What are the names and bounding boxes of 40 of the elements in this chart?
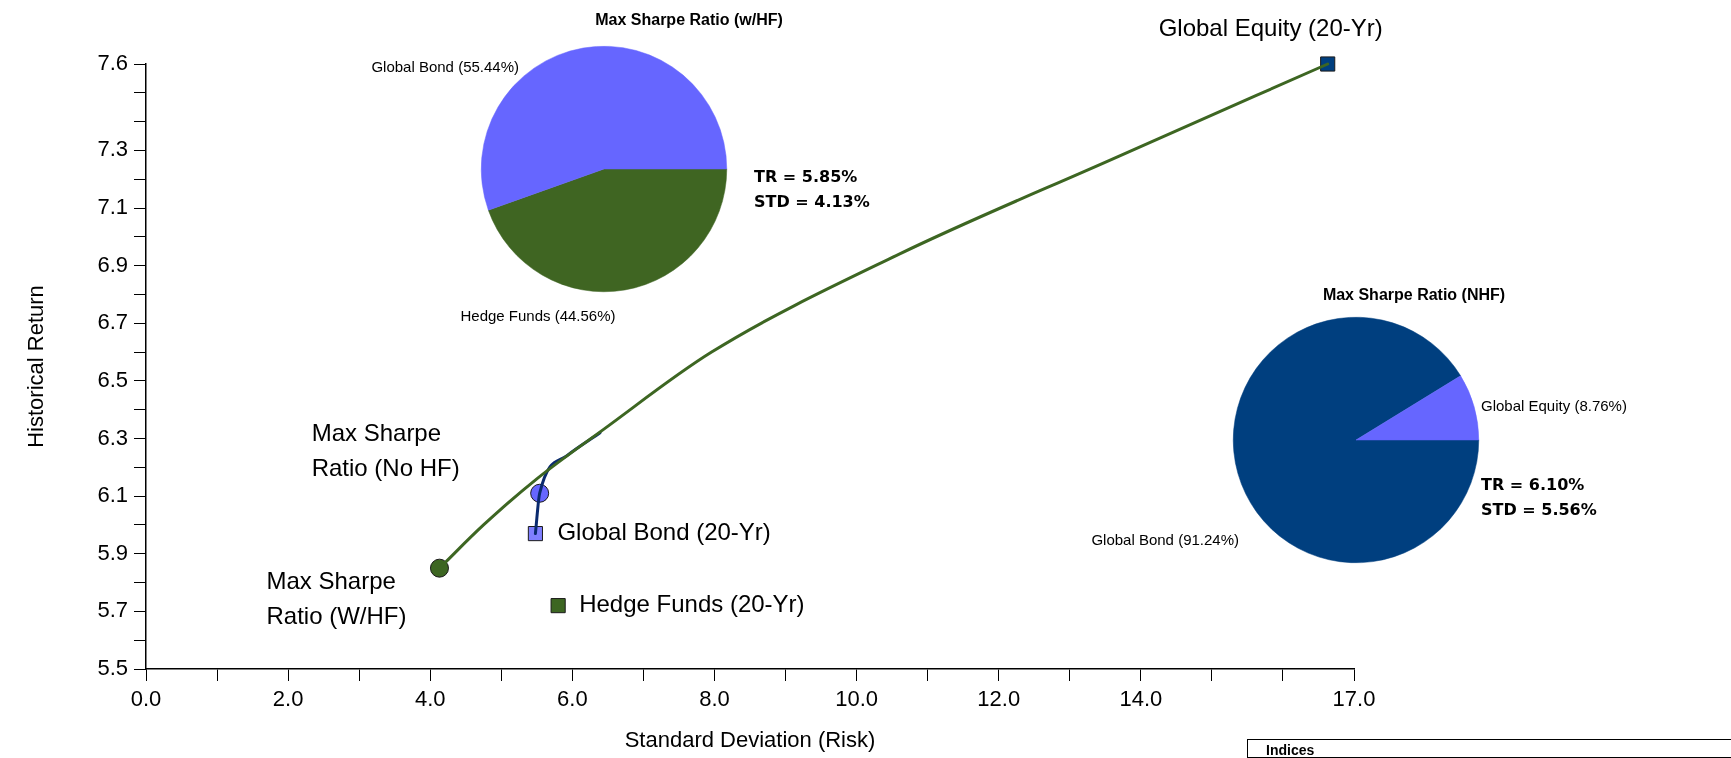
point <box>429 558 449 578</box>
annotation: TR = 5.85% <box>754 167 858 187</box>
y-tick-label: 6.9 <box>97 251 128 277</box>
series-label: Global Bond (20-Yr) <box>557 518 771 546</box>
slice-label: Hedge Funds (44.56%) <box>460 307 616 325</box>
y-tick-label: 6.1 <box>97 482 128 508</box>
x-tick-label: 8.0 <box>699 686 730 712</box>
y-axis-title: Historical Return <box>23 285 49 448</box>
slice-label: Global Bond (55.44%) <box>371 58 519 76</box>
series-label: Hedge Funds (20-Yr) <box>579 590 805 618</box>
x-tick-label: 17.0 <box>1332 686 1376 712</box>
text: STD = 5.56% <box>1481 500 1597 520</box>
y-tick-label: 6.7 <box>97 309 128 335</box>
y-tick-label: 5.5 <box>97 655 128 681</box>
chart-title: Max Sharpe Ratio (NHF) <box>1322 286 1506 304</box>
y-tick-label: 7.3 <box>97 136 128 162</box>
text: TR = 6.10% <box>1481 475 1585 495</box>
x-tick-label: 0.0 <box>130 686 162 712</box>
x-axis-title: Standard Deviation (Risk) <box>624 726 876 752</box>
y-tick-label: 7.6 <box>97 50 128 76</box>
chart-title: Max Sharpe Ratio (w/HF) <box>595 11 783 29</box>
x-tick-label: 10.0 <box>835 686 878 712</box>
y-tick-label: 6.3 <box>97 424 128 450</box>
y-tick-label: 6.5 <box>97 366 128 392</box>
x-tick-label: 2.0 <box>272 686 304 712</box>
y-tick-label: 5.7 <box>97 597 128 623</box>
series-label: Max Sharpe Ratio (W/HF) <box>266 566 407 629</box>
text: Indices <box>1247 739 1731 758</box>
annotation: STD = 4.13% <box>754 192 870 212</box>
point <box>550 598 566 614</box>
x-tick-label: 14.0 <box>1119 686 1163 712</box>
x-tick-label: 12.0 <box>977 686 1021 712</box>
x-tick-label: 6.0 <box>557 686 588 712</box>
text: Global Equity (20-Yr) <box>1158 13 1383 41</box>
y-tick-label: 7.1 <box>97 194 128 220</box>
slice-label: Global Bond (91.24%) <box>1091 531 1239 549</box>
y-tick-label: 5.9 <box>97 539 128 565</box>
slice-label: Global Equity (8.76%) <box>1481 397 1627 415</box>
text: Max Sharpe Ratio (No HF) <box>311 418 460 481</box>
x-tick-label: 4.0 <box>414 686 446 712</box>
